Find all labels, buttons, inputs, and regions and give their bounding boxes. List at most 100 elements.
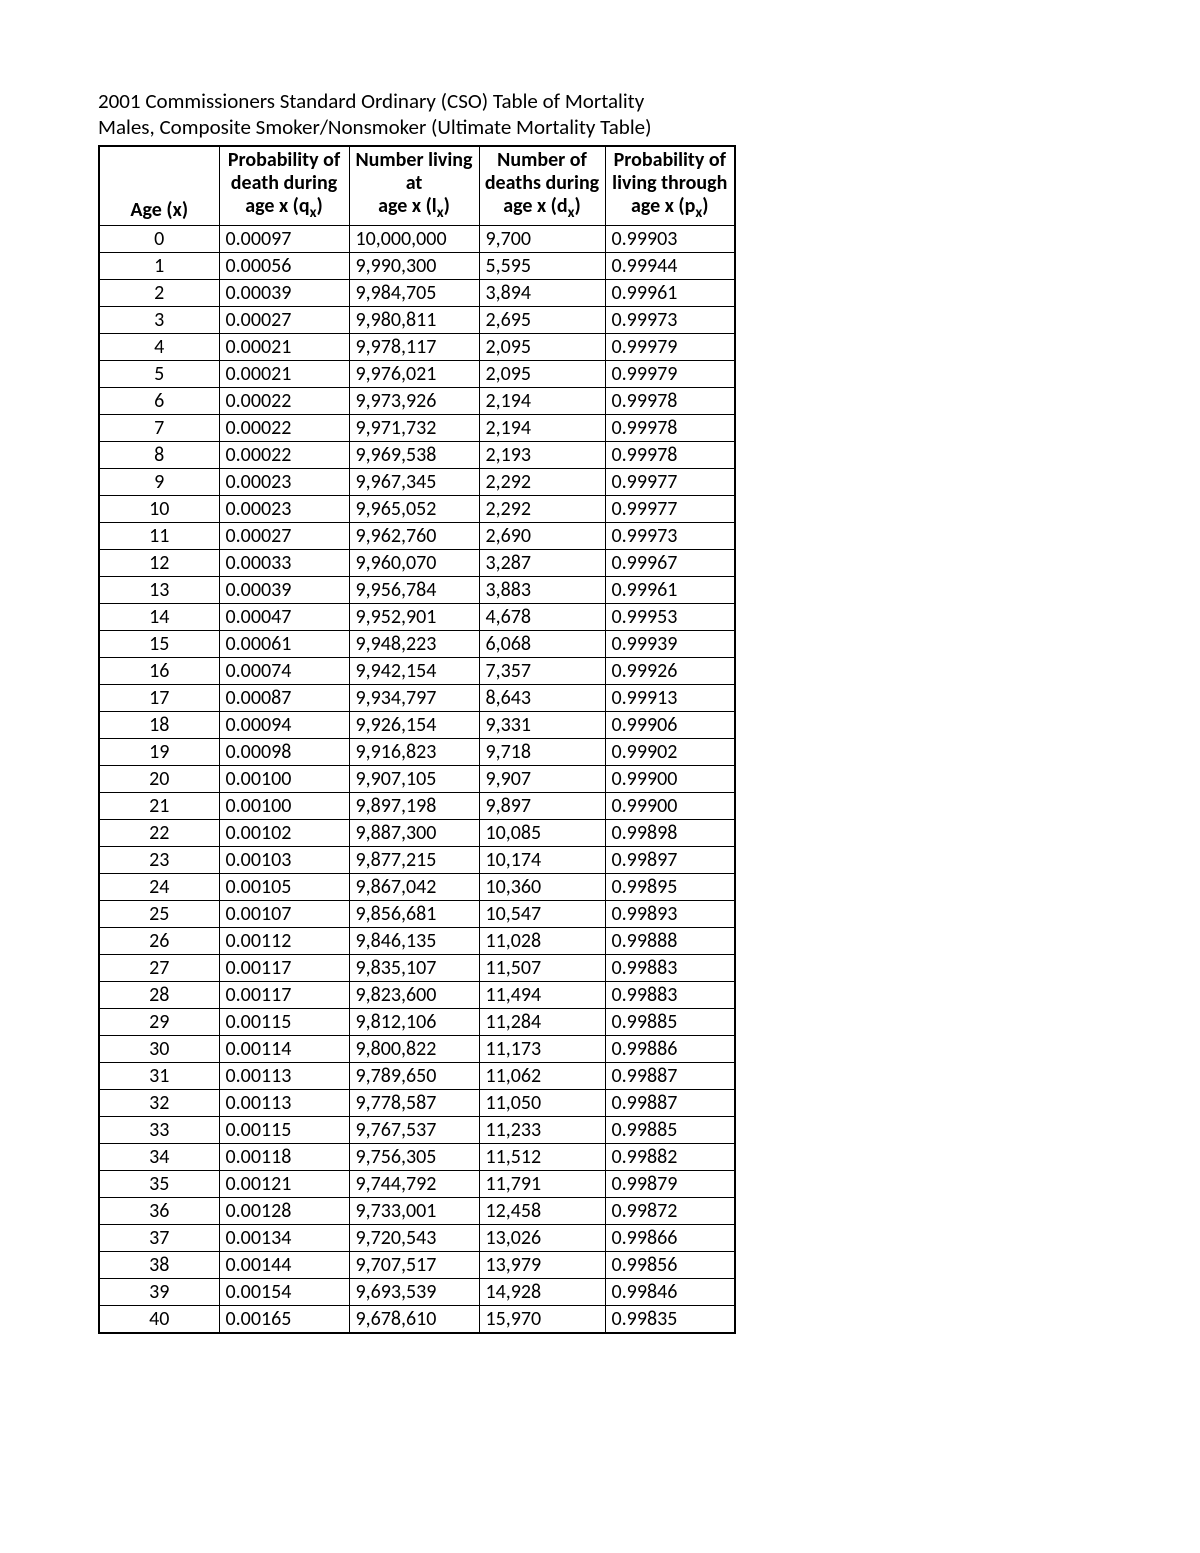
table-row: 290.001159,812,10611,2840.99885 <box>99 1008 735 1035</box>
cell-lx: 9,877,215 <box>349 846 479 873</box>
cell-px: 0.99893 <box>605 900 735 927</box>
cell-px: 0.99961 <box>605 576 735 603</box>
cell-px: 0.99887 <box>605 1062 735 1089</box>
cell-age: 34 <box>99 1143 219 1170</box>
cell-qx: 0.00115 <box>219 1008 349 1035</box>
cell-dx: 3,894 <box>479 279 605 306</box>
cell-dx: 11,062 <box>479 1062 605 1089</box>
cell-px: 0.99913 <box>605 684 735 711</box>
cell-dx: 2,095 <box>479 360 605 387</box>
cell-px: 0.99903 <box>605 225 735 252</box>
cell-dx: 2,695 <box>479 306 605 333</box>
cell-lx: 9,744,792 <box>349 1170 479 1197</box>
cell-qx: 0.00100 <box>219 765 349 792</box>
cell-dx: 2,292 <box>479 495 605 522</box>
cell-qx: 0.00103 <box>219 846 349 873</box>
cell-lx: 9,907,105 <box>349 765 479 792</box>
table-row: 360.001289,733,00112,4580.99872 <box>99 1197 735 1224</box>
table-row: 110.000279,962,7602,6900.99973 <box>99 522 735 549</box>
table-row: 300.001149,800,82211,1730.99886 <box>99 1035 735 1062</box>
cell-px: 0.99885 <box>605 1116 735 1143</box>
cell-px: 0.99835 <box>605 1305 735 1333</box>
table-row: 270.001179,835,10711,5070.99883 <box>99 954 735 981</box>
table-body: 00.0009710,000,0009,7000.9990310.000569,… <box>99 225 735 1333</box>
cell-dx: 9,331 <box>479 711 605 738</box>
cell-age: 39 <box>99 1278 219 1305</box>
cell-qx: 0.00113 <box>219 1089 349 1116</box>
cell-age: 0 <box>99 225 219 252</box>
cell-dx: 13,979 <box>479 1251 605 1278</box>
cell-age: 29 <box>99 1008 219 1035</box>
table-row: 90.000239,967,3452,2920.99977 <box>99 468 735 495</box>
cell-lx: 9,720,543 <box>349 1224 479 1251</box>
cell-lx: 9,990,300 <box>349 252 479 279</box>
cell-qx: 0.00097 <box>219 225 349 252</box>
cell-age: 3 <box>99 306 219 333</box>
cell-lx: 9,973,926 <box>349 387 479 414</box>
cell-age: 22 <box>99 819 219 846</box>
cell-lx: 9,789,650 <box>349 1062 479 1089</box>
table-row: 180.000949,926,1549,3310.99906 <box>99 711 735 738</box>
cell-dx: 11,284 <box>479 1008 605 1035</box>
table-row: 100.000239,965,0522,2920.99977 <box>99 495 735 522</box>
cell-dx: 2,690 <box>479 522 605 549</box>
cell-qx: 0.00021 <box>219 333 349 360</box>
cell-age: 9 <box>99 468 219 495</box>
cell-lx: 9,942,154 <box>349 657 479 684</box>
cell-lx: 9,846,135 <box>349 927 479 954</box>
cell-dx: 2,292 <box>479 468 605 495</box>
cell-qx: 0.00023 <box>219 468 349 495</box>
cell-qx: 0.00114 <box>219 1035 349 1062</box>
cell-qx: 0.00113 <box>219 1062 349 1089</box>
cell-px: 0.99866 <box>605 1224 735 1251</box>
col-header-lx: Number living atage x (lx) <box>349 146 479 226</box>
cell-px: 0.99973 <box>605 522 735 549</box>
cell-px: 0.99939 <box>605 630 735 657</box>
cell-qx: 0.00021 <box>219 360 349 387</box>
cell-dx: 9,897 <box>479 792 605 819</box>
title-line-2: Males, Composite Smoker/Nonsmoker (Ultim… <box>98 114 1102 140</box>
col-header-age: Age (x) <box>99 146 219 226</box>
cell-px: 0.99846 <box>605 1278 735 1305</box>
cell-qx: 0.00022 <box>219 414 349 441</box>
cell-lx: 9,952,901 <box>349 603 479 630</box>
cell-age: 11 <box>99 522 219 549</box>
cell-px: 0.99926 <box>605 657 735 684</box>
cell-age: 17 <box>99 684 219 711</box>
cell-lx: 9,823,600 <box>349 981 479 1008</box>
table-row: 330.001159,767,53711,2330.99885 <box>99 1116 735 1143</box>
cell-qx: 0.00121 <box>219 1170 349 1197</box>
table-row: 250.001079,856,68110,5470.99893 <box>99 900 735 927</box>
cell-dx: 2,095 <box>479 333 605 360</box>
cell-px: 0.99856 <box>605 1251 735 1278</box>
cell-qx: 0.00134 <box>219 1224 349 1251</box>
table-row: 00.0009710,000,0009,7000.99903 <box>99 225 735 252</box>
cell-qx: 0.00112 <box>219 927 349 954</box>
cell-px: 0.99888 <box>605 927 735 954</box>
table-row: 380.001449,707,51713,9790.99856 <box>99 1251 735 1278</box>
table-row: 160.000749,942,1547,3570.99926 <box>99 657 735 684</box>
cell-dx: 9,907 <box>479 765 605 792</box>
cell-px: 0.99885 <box>605 1008 735 1035</box>
cell-age: 21 <box>99 792 219 819</box>
cell-lx: 9,693,539 <box>349 1278 479 1305</box>
cell-dx: 10,547 <box>479 900 605 927</box>
col-header-dx: Number ofdeaths duringage x (dx) <box>479 146 605 226</box>
cell-dx: 13,026 <box>479 1224 605 1251</box>
cell-px: 0.99895 <box>605 873 735 900</box>
cell-age: 4 <box>99 333 219 360</box>
cell-dx: 9,718 <box>479 738 605 765</box>
cell-qx: 0.00094 <box>219 711 349 738</box>
cell-dx: 15,970 <box>479 1305 605 1333</box>
cell-lx: 9,867,042 <box>349 873 479 900</box>
cell-age: 38 <box>99 1251 219 1278</box>
cell-qx: 0.00165 <box>219 1305 349 1333</box>
cell-age: 25 <box>99 900 219 927</box>
cell-age: 18 <box>99 711 219 738</box>
cell-lx: 9,934,797 <box>349 684 479 711</box>
table-row: 400.001659,678,61015,9700.99835 <box>99 1305 735 1333</box>
cell-lx: 9,835,107 <box>349 954 479 981</box>
cell-qx: 0.00154 <box>219 1278 349 1305</box>
cell-dx: 10,174 <box>479 846 605 873</box>
cell-dx: 11,050 <box>479 1089 605 1116</box>
